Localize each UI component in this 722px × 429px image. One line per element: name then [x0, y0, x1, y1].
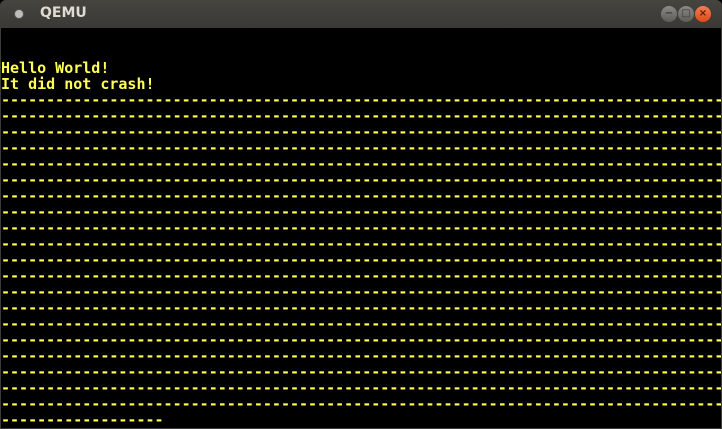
screen-line: ----------------------------------------…: [1, 331, 721, 349]
screen-line: ----------------------------------------…: [1, 315, 721, 333]
screen-line: ----------------------------------------…: [1, 91, 721, 109]
screen-line: ----------------------------------------…: [1, 123, 721, 141]
app-menu-icon[interactable]: [15, 10, 23, 18]
screen-line: [1, 28, 721, 44]
screen-line: ----------------------------------------…: [1, 171, 721, 189]
window-title: QEMU: [40, 5, 87, 21]
close-button[interactable]: ×: [695, 6, 711, 22]
screen-line: ----------------------------------------…: [1, 203, 721, 221]
screen-line: ----------------------------------------…: [1, 219, 721, 237]
screen-line: ----------------------------------------…: [1, 107, 721, 125]
screen-line: ------------------: [1, 411, 164, 428]
screen-line: ----------------------------------------…: [1, 347, 721, 365]
screen-line: ----------------------------------------…: [1, 155, 721, 173]
screen-line: ----------------------------------------…: [1, 187, 721, 205]
screen-line: ----------------------------------------…: [1, 395, 721, 413]
screen-line: ----------------------------------------…: [1, 299, 721, 317]
screen-line: It did not crash!: [1, 75, 155, 93]
screen-line: ----------------------------------------…: [1, 283, 721, 301]
screen-line: ----------------------------------------…: [1, 235, 721, 253]
vga-text-screen[interactable]: Hello World! It did not crash! -----------…: [1, 28, 721, 428]
screen-line: ----------------------------------------…: [1, 363, 721, 381]
screen-line: Hello World!: [1, 59, 110, 77]
screen-line: [1, 44, 721, 60]
screen-line: ----------------------------------------…: [1, 251, 721, 269]
screen-line: ----------------------------------------…: [1, 267, 721, 285]
maximize-button[interactable]: □: [678, 6, 694, 22]
minimize-button[interactable]: −: [661, 6, 677, 22]
title-bar[interactable]: QEMU − □ ×: [0, 0, 722, 28]
screen-line: ----------------------------------------…: [1, 379, 721, 397]
screen-line: ----------------------------------------…: [1, 139, 721, 157]
